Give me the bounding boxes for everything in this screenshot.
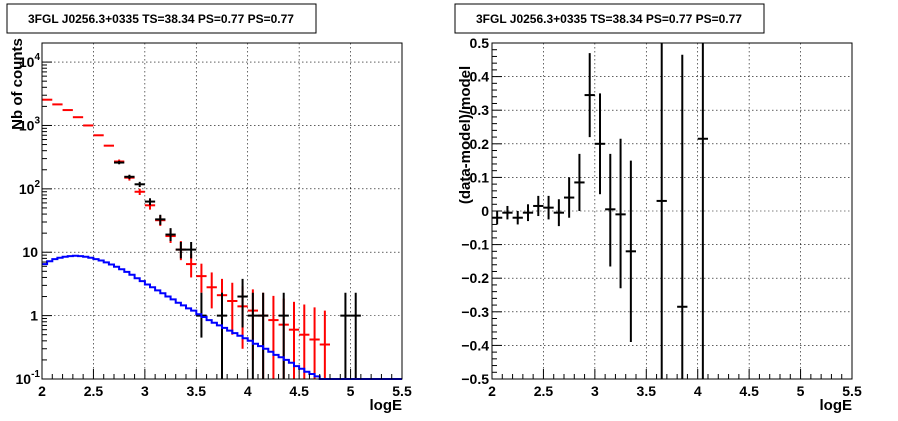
- x-tick-label: 2.5: [84, 383, 104, 399]
- x-tick-label: 3: [141, 383, 149, 399]
- residual-marks: [492, 43, 708, 379]
- counts-plot-frame: [41, 42, 403, 380]
- y-tick-label: −0.4: [461, 337, 489, 353]
- data-point: [144, 198, 156, 206]
- x-tick-label: 4.5: [289, 383, 309, 399]
- x-tick-label: 2: [488, 383, 496, 399]
- data-point: [340, 292, 351, 379]
- data-point: [594, 93, 606, 195]
- data-point: [278, 292, 289, 379]
- counts-ylabel: Nb of counts: [9, 38, 26, 130]
- data-point: [114, 160, 125, 165]
- data-point: [206, 272, 217, 309]
- residual-panel: 3FGL J0256.3+0335 TS=38.34 PS=0.77 PS=0.…: [454, 3, 862, 414]
- data-point: [186, 242, 197, 259]
- data-point: [564, 177, 575, 218]
- data-point: [350, 292, 361, 379]
- data-point: [268, 295, 279, 379]
- data-point: [247, 292, 258, 379]
- x-tick-label: 5.5: [392, 383, 412, 399]
- y-tick-label: −0.3: [461, 304, 489, 320]
- data-point: [196, 263, 207, 293]
- y-tick-label: 0.5: [470, 35, 490, 51]
- data-point: [288, 301, 300, 379]
- y-tick-label: 1: [30, 308, 38, 324]
- y-tick-label: 10: [22, 244, 38, 260]
- y-tick-label: 102: [19, 179, 41, 197]
- residual-ylabel: (data-model)/model: [457, 66, 474, 204]
- residual-xlabel: logE: [820, 397, 853, 414]
- data-point: [134, 181, 145, 187]
- y-tick-label: 0.2: [470, 136, 490, 152]
- counts-title-box: [6, 3, 317, 34]
- data-point: [605, 153, 616, 267]
- residual-title: 3FGL J0256.3+0335 TS=38.34 PS=0.77 PS=0.…: [476, 12, 742, 26]
- y-tick-label: 10-1: [16, 369, 41, 387]
- data-point: [237, 278, 248, 328]
- counts-panel: 3FGL J0256.3+0335 TS=38.34 PS=0.77 PS=0.…: [6, 3, 412, 414]
- data-point: [656, 43, 667, 379]
- x-tick-label: 4.5: [739, 383, 759, 399]
- y-tick-label: 0.3: [470, 102, 490, 118]
- counts-xlabel: logE: [370, 397, 403, 414]
- x-tick-label: 3.5: [637, 383, 657, 399]
- data-point: [533, 195, 544, 217]
- counts-title: 3FGL J0256.3+0335 TS=38.34 PS=0.77 PS=0.…: [28, 12, 294, 26]
- x-tick-label: 3.5: [187, 383, 207, 399]
- residual-title-box: [454, 3, 765, 34]
- data-point: [522, 204, 534, 222]
- counts-axis-ticks: 2 2.5 3 3.5 4 4.5 5 5.5 10-1 1 10 102 103 104: [16, 42, 412, 399]
- data-point: [697, 43, 708, 379]
- data-point: [615, 138, 626, 289]
- data-point: [512, 211, 523, 225]
- residual-grid: [492, 43, 852, 379]
- data-point: [227, 282, 238, 335]
- data-point: [502, 205, 513, 220]
- x-tick-label: 4: [694, 383, 702, 399]
- x-tick-label: 2.5: [534, 383, 554, 399]
- y-tick-label: −0.2: [461, 270, 489, 286]
- y-tick-label: 0: [481, 203, 489, 219]
- data-point: [216, 292, 228, 379]
- y-tick-label: 0.1: [470, 169, 490, 185]
- y-tick-label: −0.5: [461, 371, 489, 387]
- x-tick-label: 5: [797, 383, 805, 399]
- y-tick-label: 103: [19, 115, 41, 133]
- counts-marks: [42, 98, 402, 380]
- data-point: [553, 199, 564, 227]
- y-tick-label: 104: [19, 52, 41, 70]
- x-tick-label: 5: [347, 383, 355, 399]
- y-tick-label: 0.4: [470, 69, 490, 85]
- data-point: [319, 310, 330, 379]
- data-point: [258, 292, 269, 379]
- data-point: [155, 214, 166, 225]
- data-point: [584, 53, 595, 138]
- x-tick-label: 5.5: [842, 383, 862, 399]
- x-tick-label: 3: [591, 383, 599, 399]
- data-point: [175, 242, 186, 259]
- x-tick-label: 2: [38, 383, 46, 399]
- model-step-line: [42, 254, 402, 380]
- data-point: [625, 160, 636, 343]
- data-point: [677, 54, 688, 379]
- data-point: [543, 195, 554, 220]
- data-point: [165, 228, 176, 242]
- data-point: [299, 304, 310, 379]
- data-point: [134, 188, 145, 195]
- x-tick-label: 4: [244, 383, 252, 399]
- data-point: [574, 153, 585, 211]
- residual-axis-ticks: 2 2.5 3 3.5 4 4.5 5 5.5 −0.5 −0.4 −0.3 −0.2 −0.1 0 0.1…: [461, 35, 862, 399]
- data-point: [124, 174, 135, 180]
- data-point: [309, 307, 320, 379]
- y-tick-label: −0.1: [461, 237, 489, 253]
